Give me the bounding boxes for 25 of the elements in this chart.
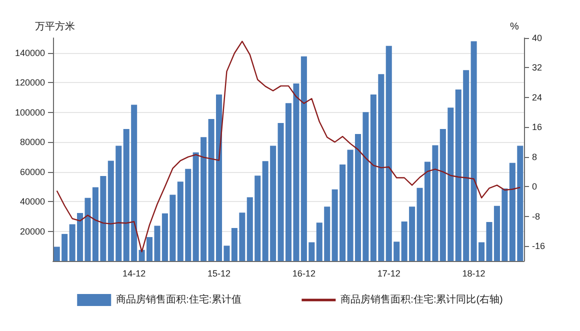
y2-tick-label: -8 xyxy=(532,211,540,222)
y2-tick-label: 40 xyxy=(532,33,542,43)
y2-tick-label: 0 xyxy=(532,182,538,192)
y-tick-label: 100000 xyxy=(14,107,45,118)
legend-label: 商品房销售面积:住宅:累计同比(右轴) xyxy=(340,294,503,306)
y-tick-label: 40000 xyxy=(20,196,45,207)
y2-tick-label: 8 xyxy=(532,152,538,162)
x-tick-label: 15-12 xyxy=(207,268,231,278)
y-tick-label: 60000 xyxy=(20,166,45,177)
y2-tick-label: 16 xyxy=(532,122,542,132)
y-tick-label: 140000 xyxy=(14,48,45,58)
legend-label: 商品房销售面积:住宅:累计值 xyxy=(116,294,242,306)
y-tick-label: 120000 xyxy=(14,78,45,88)
y2-axis-title: % xyxy=(510,22,519,32)
y-tick-label: 80000 xyxy=(20,137,45,148)
y-axis-title: 万平方米 xyxy=(35,20,75,32)
x-tick-label: 18-12 xyxy=(462,268,486,278)
x-tick-label: 16-12 xyxy=(292,268,316,278)
x-tick-label: 14-12 xyxy=(122,268,146,278)
y2-tick-label: 24 xyxy=(532,92,542,102)
x-tick-label: 17-12 xyxy=(377,268,400,278)
line-series xyxy=(56,40,521,252)
y-tick-label: 20000 xyxy=(20,226,45,236)
y2-tick-label: -16 xyxy=(532,241,546,252)
y2-tick-label: 32 xyxy=(532,62,542,73)
